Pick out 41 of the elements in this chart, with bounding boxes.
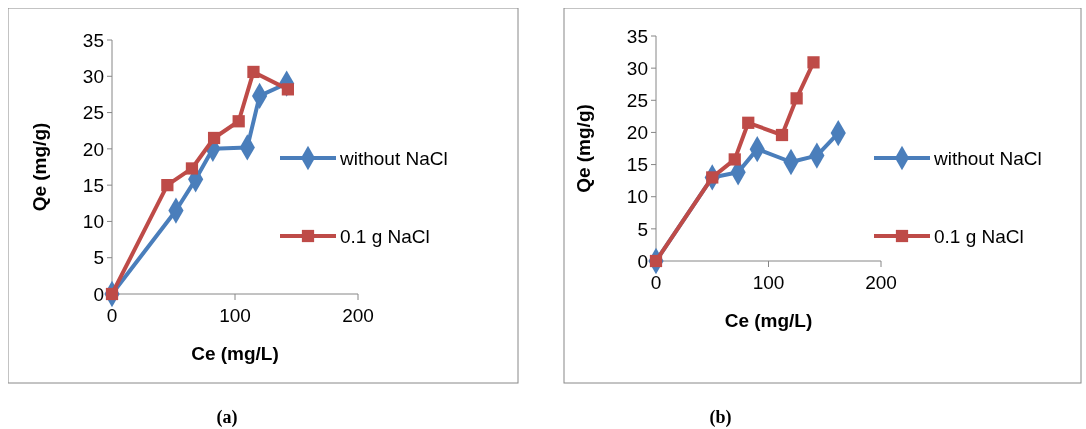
y-tick-label: 25 [626,89,648,111]
y-tick-label: 20 [82,138,104,160]
text: (a) [216,407,238,428]
y-tick-label: 35 [626,25,648,47]
point [790,92,803,105]
y-axis-title: Qe (mg/g) [573,104,594,193]
y-tick-label: 15 [626,154,648,176]
point [207,131,221,145]
y-tick-label: 15 [82,174,104,196]
x-tick-label: 0 [106,305,118,326]
text: (b) [709,407,732,428]
y-axis-title: Qe (mg/g) [29,122,50,212]
point [807,56,820,69]
point [247,65,260,79]
x-tick-label: 200 [342,305,374,326]
point [185,162,199,175]
y-tick-label: 5 [637,218,648,240]
y-tick-label: 30 [626,57,648,79]
x-axis-title: Ce (mg/L) [724,310,813,331]
point [161,179,174,192]
x-axis-title: Ce (mg/L) [191,343,279,364]
x-tick-label: 200 [865,272,897,293]
y-tick-label: 5 [93,247,104,269]
y-tick-label: 10 [82,211,104,233]
y-tick-label: 20 [626,122,648,144]
legend-label: without NaCl [339,147,448,169]
point [775,128,789,142]
point [232,115,245,128]
y-tick-label: 25 [82,102,104,124]
legend-label: without NaCl [933,147,1042,169]
x-tick-label: 0 [650,272,662,293]
point [742,116,755,129]
point [728,153,741,166]
y-tick-label: 35 [82,29,104,51]
x-tick-label: 100 [752,272,785,293]
y-tick-label: 30 [82,65,104,87]
y-tick-label: 0 [637,250,648,272]
legend-label: 0.1 g NaCl [934,225,1024,247]
x-tick-label: 100 [219,305,251,326]
y-tick-label: 10 [626,186,648,208]
legend-label: 0.1 g NaCl [340,225,430,247]
